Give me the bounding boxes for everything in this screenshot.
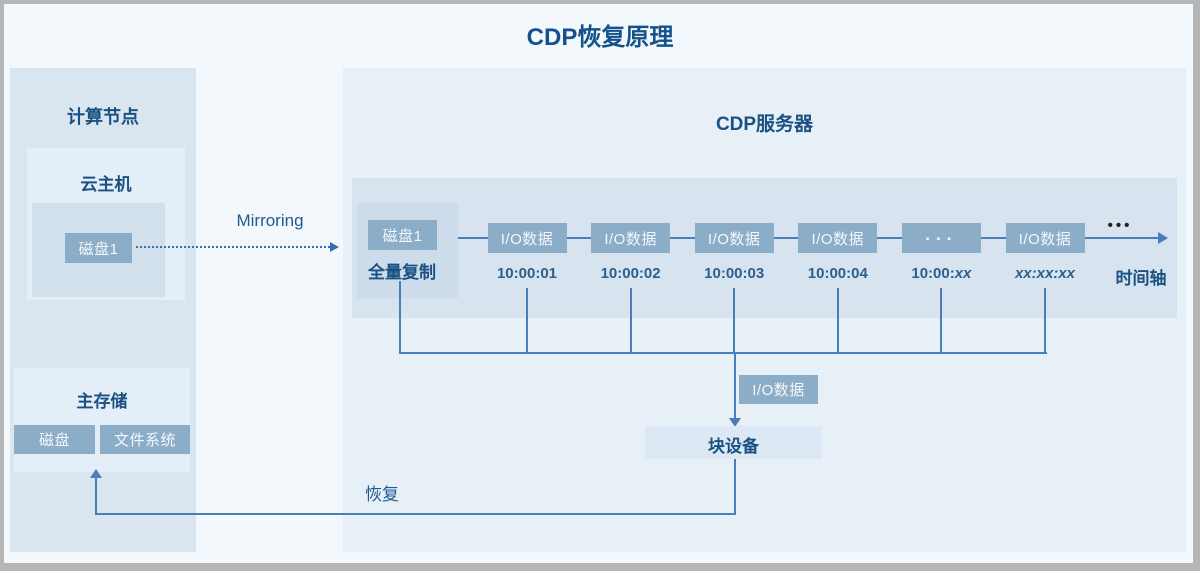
drop-line xyxy=(526,288,528,353)
recovery-line-horizontal xyxy=(95,513,736,515)
mirroring-dotted-line xyxy=(136,246,330,248)
cloud-host-disk-box: 磁盘1 xyxy=(65,233,132,263)
full-copy-drop-line xyxy=(399,281,401,353)
frame-right xyxy=(1193,0,1200,571)
timeline-arrowhead-icon xyxy=(1158,232,1168,244)
timestamp: 10:00:01 xyxy=(477,265,577,282)
block-device-arrowhead-icon xyxy=(729,418,741,427)
timestamp: xx:xx:xx xyxy=(995,265,1095,282)
io-data-floating-box: I/O数据 xyxy=(739,375,818,404)
main-storage-disk-box: 磁盘 xyxy=(14,425,95,454)
main-storage-fs-box: 文件系统 xyxy=(100,425,190,454)
frame-top xyxy=(0,0,1200,4)
cloud-host-title: 云主机 xyxy=(80,175,132,194)
collect-line xyxy=(399,352,1047,354)
timestamp: 10:00:03 xyxy=(684,265,784,282)
drop-line xyxy=(940,288,943,353)
compute-node-panel xyxy=(10,68,196,552)
io-box: I/O数据 xyxy=(591,223,671,253)
block-device-label: 块设备 xyxy=(708,437,759,456)
frame-left xyxy=(0,0,4,571)
full-copy-area xyxy=(357,203,458,298)
timestamp-italic-text: xx:xx:xx xyxy=(1014,265,1076,282)
recovery-arrowhead-icon xyxy=(90,469,102,478)
drop-line xyxy=(836,288,839,353)
timeline-ellipsis: ••• xyxy=(1107,217,1133,234)
drop-line xyxy=(733,288,736,353)
recovery-line-up xyxy=(95,477,97,515)
frame-bottom xyxy=(0,563,1200,571)
timestamp: 10:00:04 xyxy=(788,265,888,282)
compute-node-title: 计算节点 xyxy=(67,107,139,127)
timestamp-text: 10:00:02 xyxy=(600,265,661,282)
io-box: I/O数据 xyxy=(694,223,774,253)
timestamp-text: 10:00:03 xyxy=(704,265,765,282)
timeline-axis-label: 时间轴 xyxy=(1115,269,1167,288)
drop-line xyxy=(1044,288,1046,353)
full-copy-disk-box: 磁盘1 xyxy=(368,220,437,250)
io-box: I/O数据 xyxy=(1005,223,1085,253)
io-box: I/O数据 xyxy=(487,223,567,253)
timestamp: 10:00:02 xyxy=(581,265,681,282)
cdp-server-title: CDP服务器 xyxy=(715,114,814,135)
block-device-feed-line xyxy=(734,352,736,419)
main-storage-panel xyxy=(14,368,190,472)
full-copy-caption: 全量复制 xyxy=(368,263,436,282)
drop-line xyxy=(629,288,632,353)
recovery-line-down xyxy=(734,459,736,515)
timestamp-italic-text: xx xyxy=(954,265,972,282)
io-box: ... xyxy=(901,223,981,253)
timestamp-text: 10:00:04 xyxy=(807,265,868,282)
main-storage-title: 主存储 xyxy=(76,392,128,411)
io-box: I/O数据 xyxy=(798,223,878,253)
timestamp-text: 10:00: xyxy=(911,265,955,282)
recovery-label: 恢复 xyxy=(365,485,399,504)
timestamp-text: 10:00:01 xyxy=(496,265,558,282)
mirroring-label: Mirroring xyxy=(236,211,304,230)
block-device-box xyxy=(645,426,822,459)
mirroring-arrowhead-icon xyxy=(330,242,339,252)
timestamp: 10:00:xx xyxy=(891,265,991,282)
page-title: CDP恢复原理 xyxy=(526,24,674,51)
